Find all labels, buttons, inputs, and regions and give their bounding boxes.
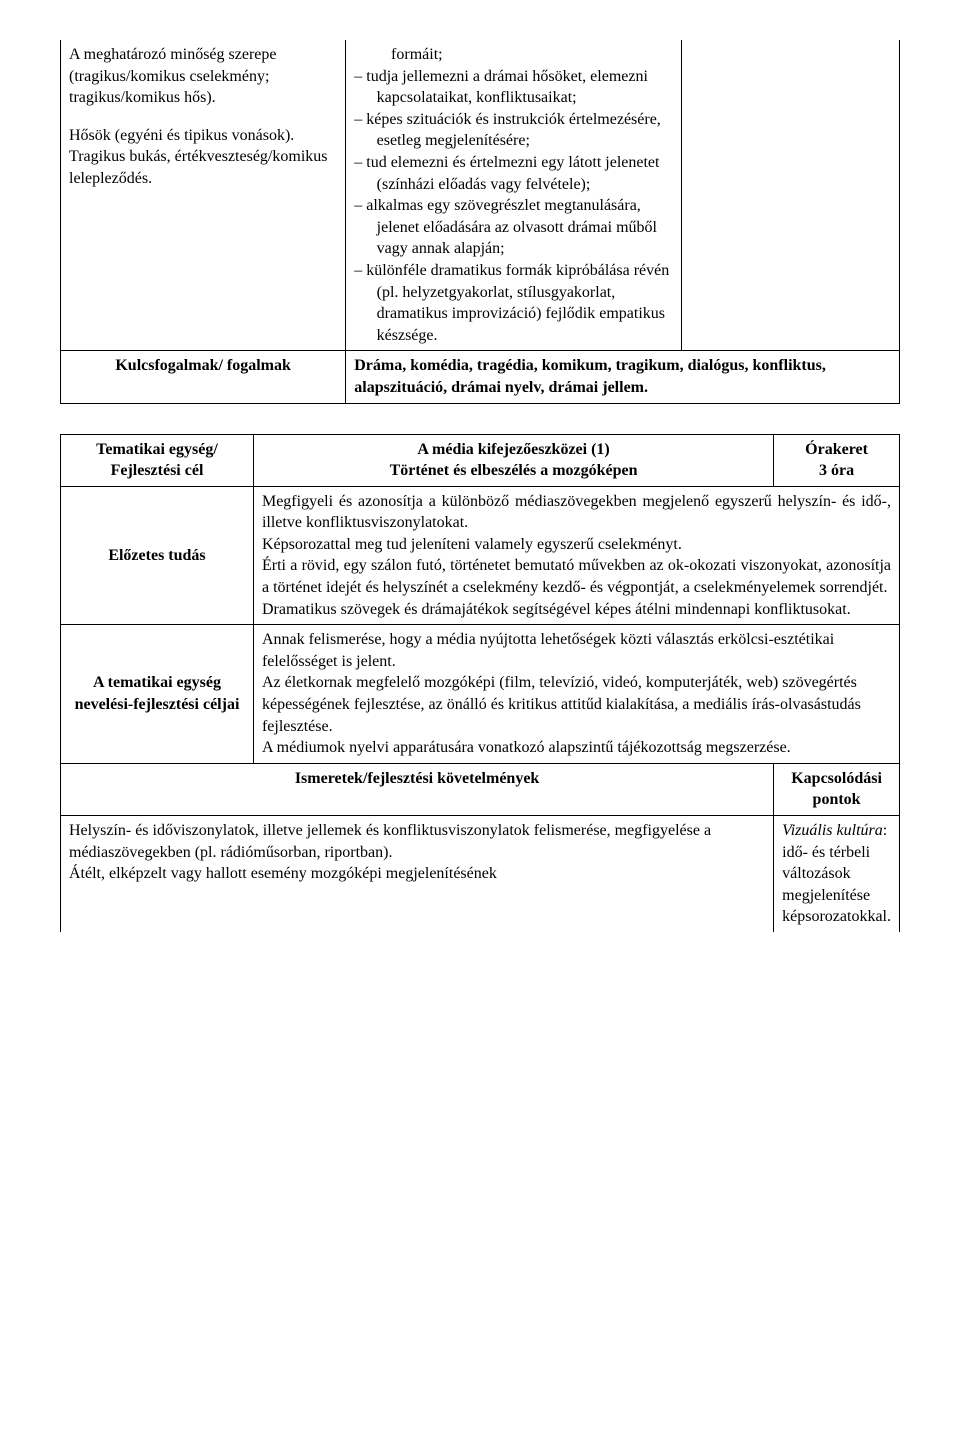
t2-r2-p2: Képsorozattal meg tud jeleníteni valamel…: [262, 534, 891, 556]
t1-left-cell: A meghatározó minőség szerepe (tragikus/…: [61, 40, 346, 351]
list-item: különféle dramatikus formák kipróbálása …: [354, 260, 673, 346]
list-item: tud elemezni és értelmezni egy látott je…: [354, 152, 673, 195]
t2-r2-label: Előzetes tudás: [61, 486, 254, 625]
list-item: tudja jellemezni a drámai hősöket, eleme…: [354, 66, 673, 109]
t2-r1-title-a: A média kifejezőeszközei (1): [417, 441, 609, 458]
list-item: képes szituációk és instrukciók értelmez…: [354, 109, 673, 152]
t1-mid-cell: formáit; tudja jellemezni a drámai hősök…: [346, 40, 682, 351]
t2-r1-label: Tematikai egység/ Fejlesztési cél: [61, 434, 254, 486]
t1-mid-list: tudja jellemezni a drámai hősöket, eleme…: [354, 66, 673, 347]
t1-left-p2: Hősök (egyéni és tipikus vonások).: [69, 125, 337, 147]
t1-left-p3: Tragikus bukás, értékveszteség/komikus l…: [69, 146, 337, 189]
t2-r4-right: Kapcsolódási pontok: [774, 763, 900, 815]
t2-r2-p1: Megfigyeli és azonosítja a különböző méd…: [262, 491, 891, 534]
t1-key-text: Dráma, komédia, tragédia, komikum, tragi…: [346, 351, 900, 403]
t2-r3-p1: Annak felismerése, hogy a média nyújtott…: [262, 629, 891, 672]
t2-r2-p3: Érti a rövid, egy szálon futó, története…: [262, 555, 891, 598]
t2-r3-p3: A médiumok nyelvi apparátusára vonatkozó…: [262, 737, 891, 759]
t1-key-label: Kulcsfogalmak/ fogalmak: [61, 351, 346, 403]
t1-right-cell: [681, 40, 899, 351]
t1-left-p1: A meghatározó minőség szerepe (tragikus/…: [69, 44, 337, 109]
t2-r1-right: Órakeret 3 óra: [774, 434, 900, 486]
t2-r1-title-b: Történet és elbeszélés a mozgóképen: [390, 462, 638, 479]
t1-mid-lead: formáit;: [354, 44, 673, 66]
t2-r5-left: Helyszín- és időviszonylatok, illetve je…: [61, 816, 774, 932]
t2-r5-left-p1: Helyszín- és időviszonylatok, illetve je…: [69, 820, 765, 863]
t2-r1-right-a: Órakeret: [805, 441, 868, 458]
t2-r3-p2: Az életkornak megfelelő mozgóképi (film,…: [262, 672, 891, 737]
t2-r1-title: A média kifejezőeszközei (1) Történet és…: [253, 434, 773, 486]
list-item: alkalmas egy szövegrészlet megtanulására…: [354, 195, 673, 260]
t2-r5-right-italic: Vizuális kultúra: [782, 822, 883, 839]
spacer: [69, 109, 337, 125]
table-media: Tematikai egység/ Fejlesztési cél A médi…: [60, 434, 900, 932]
t2-r3-label: A tematikai egység nevelési-fejlesztési …: [61, 625, 254, 764]
t2-r1-right-b: 3 óra: [819, 462, 854, 479]
t2-r2-p4: Dramatikus szövegek és drámajátékok segí…: [262, 599, 891, 621]
t2-r5-right: Vizuális kultúra: idő- és térbeli változ…: [774, 816, 900, 932]
t2-r3-body: Annak felismerése, hogy a média nyújtott…: [253, 625, 899, 764]
table-drama: A meghatározó minőség szerepe (tragikus/…: [60, 40, 900, 404]
t2-r5-left-p2: Átélt, elképzelt vagy hallott esemény mo…: [69, 863, 765, 885]
t2-r2-body: Megfigyeli és azonosítja a különböző méd…: [253, 486, 899, 625]
t2-r4-left: Ismeretek/fejlesztési követelmények: [61, 763, 774, 815]
